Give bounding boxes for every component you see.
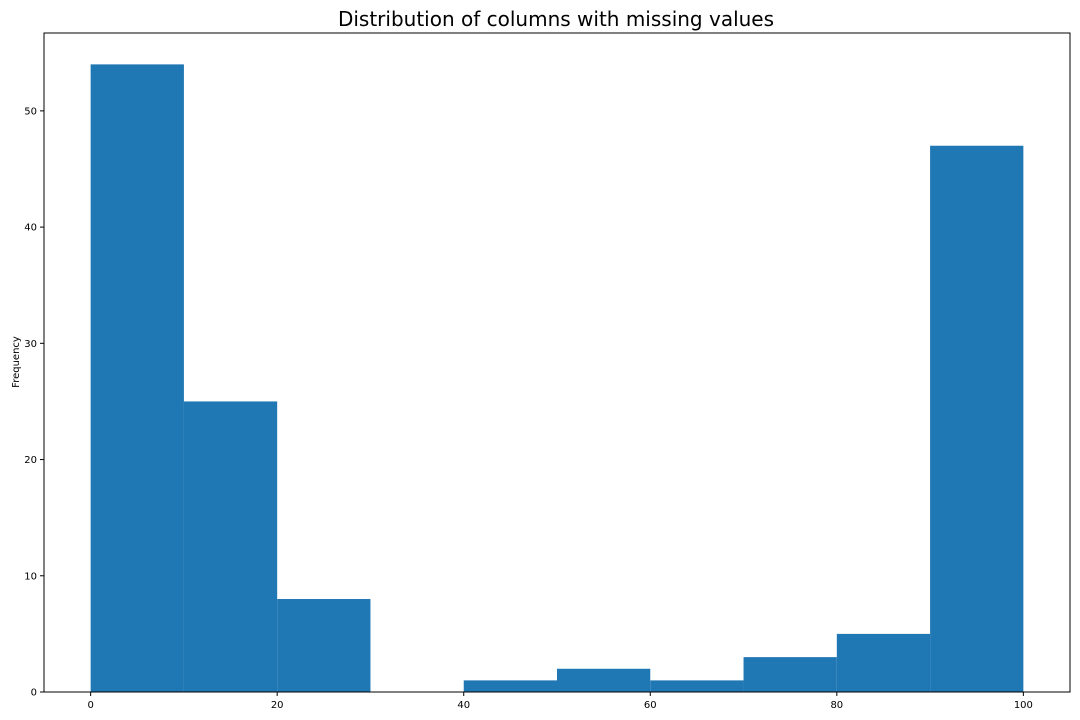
x-tick-label: 20 [271, 700, 284, 711]
axes-layer: 0 20 40 60 80 100 0 10 20 30 40 50 [24, 32, 1071, 711]
chart-title: Distribution of columns with missing val… [338, 7, 774, 31]
x-tick-label: 40 [457, 700, 470, 711]
y-tick-label: 20 [24, 455, 37, 466]
x-tick-label: 100 [1014, 700, 1033, 711]
histogram-bar [650, 680, 744, 692]
y-tick-label: 10 [24, 571, 37, 582]
y-tick-label: 30 [24, 339, 37, 350]
histogram-bar [557, 668, 651, 692]
histogram-bar [743, 657, 837, 692]
x-tick-label: 80 [830, 700, 843, 711]
histogram-bar [277, 599, 371, 692]
y-axis-label: Frequency [11, 336, 22, 388]
x-tick-label: 60 [644, 700, 657, 711]
histogram-bar [183, 401, 278, 692]
histogram-bar [930, 145, 1024, 692]
histogram-bar [90, 64, 184, 692]
y-tick-label: 40 [24, 223, 37, 234]
bars-layer [90, 64, 1024, 692]
histogram-bar [836, 633, 931, 692]
y-tick-label: 0 [31, 688, 37, 699]
x-tick-label: 0 [87, 700, 93, 711]
plot-frame [43, 32, 1071, 693]
histogram-bar [463, 680, 557, 692]
y-tick-label: 50 [24, 106, 37, 117]
